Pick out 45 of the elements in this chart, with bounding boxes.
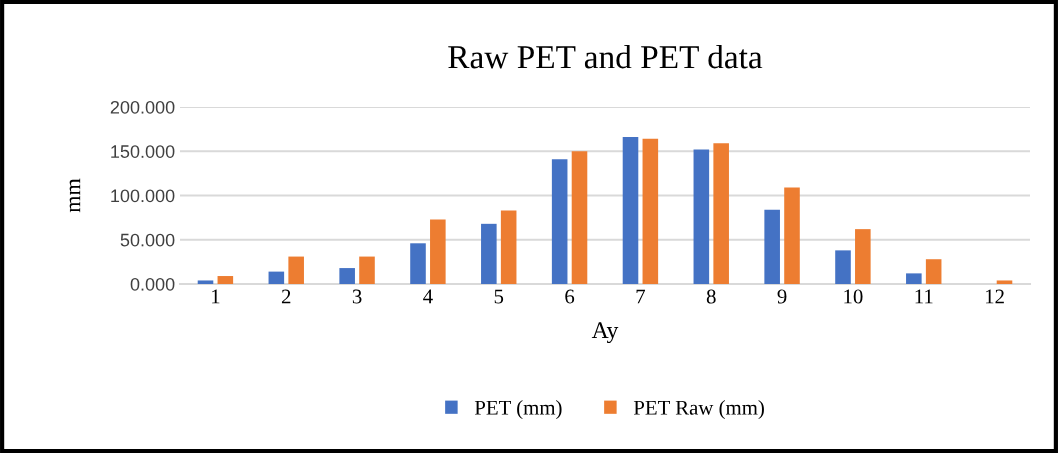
bar <box>359 256 375 284</box>
x-tick-label: 10 <box>844 289 863 304</box>
bar <box>500 210 517 284</box>
bar <box>764 209 780 284</box>
bar <box>217 276 234 284</box>
x-tick-label: 11 <box>915 289 933 304</box>
bar <box>197 280 214 284</box>
x-tick-label: 6 <box>565 289 575 304</box>
bar <box>925 259 942 284</box>
x-tick-label: 12 <box>986 289 1004 304</box>
legend-label: PET (mm) <box>474 400 562 419</box>
legend-label: PET Raw (mm) <box>633 400 764 419</box>
chart-title: Raw PET and PET data <box>448 44 763 69</box>
bar <box>784 187 800 284</box>
x-tick-label: 7 <box>636 289 646 304</box>
x-tick-label: 9 <box>777 289 787 304</box>
x-tick-label: 4 <box>423 289 433 304</box>
bar <box>906 273 922 284</box>
x-axis-title: Ay <box>591 322 619 344</box>
bar <box>835 250 851 284</box>
bar <box>410 243 426 284</box>
y-tick-label: 50.000 <box>120 233 175 247</box>
bar <box>481 223 497 284</box>
x-tick-label: 1 <box>212 289 220 304</box>
bar <box>551 159 568 284</box>
bar <box>855 229 871 284</box>
bar <box>996 280 1013 284</box>
x-tick-label: 3 <box>352 289 362 304</box>
x-tick-label: 2 <box>281 289 291 304</box>
y-tick-label: 150.000 <box>111 145 175 158</box>
bar <box>693 149 710 284</box>
x-tick-label: 8 <box>706 289 716 304</box>
y-axis-title: mm <box>69 178 81 213</box>
bar <box>430 219 446 284</box>
bar <box>339 268 355 284</box>
bar <box>571 151 588 284</box>
bar <box>713 143 729 284</box>
bar <box>268 271 285 284</box>
y-tick-label: 100.000 <box>111 189 175 203</box>
y-tick-label: 200.000 <box>110 100 175 114</box>
bar <box>622 137 639 284</box>
bar <box>642 138 659 284</box>
y-tick-label: 0.000 <box>130 277 175 291</box>
bar <box>288 256 304 284</box>
x-tick-label: 5 <box>494 289 504 304</box>
